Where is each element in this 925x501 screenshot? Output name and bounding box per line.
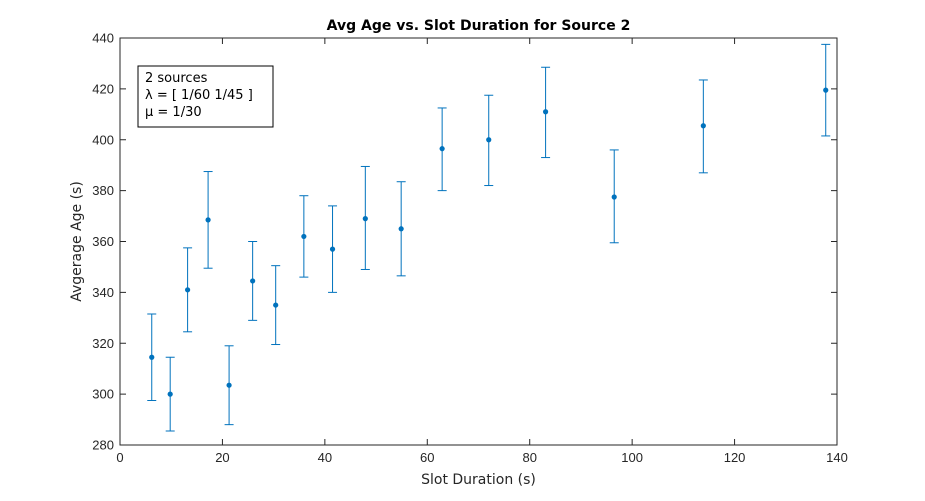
annotation-line-mu: μ = 1/30 [145, 105, 202, 120]
y-tick-label: 400 [92, 132, 114, 147]
x-tick-label: 60 [420, 450, 434, 465]
data-point [226, 382, 232, 388]
data-point [611, 194, 617, 200]
chart-title: Avg Age vs. Slot Duration for Source 2 [327, 18, 631, 34]
y-axis-label: Avgerage Age (s) [69, 181, 85, 302]
data-point [439, 146, 445, 152]
data-point [486, 137, 492, 143]
annotation-line-sources: 2 sources [145, 71, 208, 86]
data-point [329, 246, 336, 252]
y-tick-label: 340 [92, 285, 114, 300]
y-tick-label: 440 [92, 31, 114, 46]
data-point [542, 109, 549, 115]
data-point [398, 226, 404, 232]
data-point [700, 123, 706, 129]
y-tick-label: 320 [92, 336, 114, 351]
data-point [250, 278, 256, 284]
annotation-box-frame [137, 65, 274, 128]
y-tick-label: 360 [92, 234, 114, 249]
data-point [362, 216, 368, 222]
x-tick-label: 100 [621, 450, 643, 465]
data-point [301, 233, 307, 240]
x-tick-label: 40 [318, 450, 332, 465]
x-tick-label: 0 [116, 450, 123, 465]
annotation-line-lambda: λ = [ 1/60 1/45 ] [145, 88, 253, 103]
data-point [273, 302, 279, 308]
y-tick-label: 380 [92, 183, 114, 198]
y-tick-label: 420 [92, 81, 114, 96]
x-tick-label: 140 [826, 450, 848, 465]
x-tick-label: 120 [724, 450, 746, 465]
data-points [149, 87, 829, 397]
annotation-box: 2 sources λ = [ 1/60 1/45 ] μ = 1/30 [137, 65, 274, 128]
x-tick-label: 80 [522, 450, 536, 465]
axis-ticks: 0 20 40 60 80 100 120 140 280 300 320 340 360 380 400 4… [92, 31, 848, 466]
x-tick-label: 20 [215, 450, 229, 465]
data-point [149, 354, 155, 360]
data-point [205, 217, 211, 223]
y-tick-label: 300 [92, 387, 114, 402]
data-point [823, 87, 829, 93]
data-point [167, 391, 173, 397]
x-axis-label: Slot Duration (s) [421, 472, 536, 488]
y-tick-label: 280 [92, 438, 114, 453]
data-point [185, 287, 191, 293]
